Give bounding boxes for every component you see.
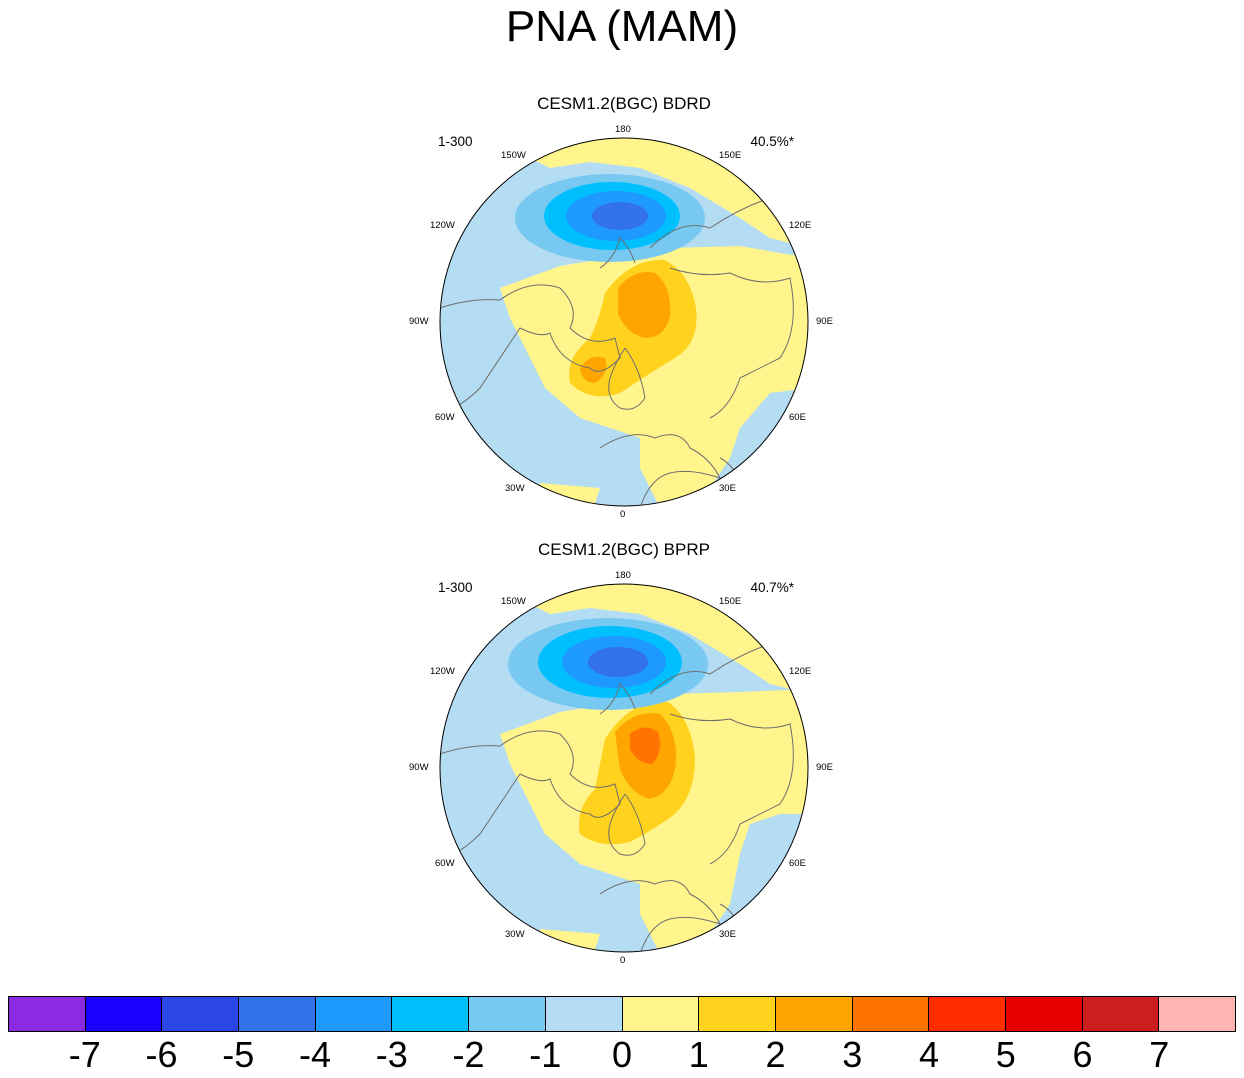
colorbar-tick-label: -7 [68, 1034, 101, 1075]
colorbar-tick-label: 6 [1072, 1034, 1093, 1075]
colorbar-tick-label: 2 [765, 1034, 786, 1075]
variance-label: 40.7%* [750, 580, 794, 595]
map-boundary [439, 137, 809, 507]
coastline-north-america [440, 284, 621, 414]
colorbar-box [775, 997, 853, 1031]
lon-label-150e: 150E [719, 150, 742, 161]
colorbar-box [315, 997, 393, 1031]
lon-label-60w: 60W [435, 858, 455, 869]
coastline-greenland [608, 793, 646, 856]
lon-label-30e: 30E [719, 483, 736, 494]
colorbar-tick-label: -5 [222, 1034, 255, 1075]
lon-label-180: 180 [615, 570, 631, 581]
lon-label-150e: 150E [719, 596, 742, 607]
colorbar-box [1159, 997, 1235, 1031]
lon-label-120w: 120W [430, 666, 455, 677]
lon-label-120e: 120E [789, 220, 812, 231]
map-panel-bdrd: CESM1.2(BGC) BDRD 1-300 40.5%* 180 150W … [400, 94, 840, 520]
colorbar-tick-label: -1 [529, 1034, 562, 1075]
lon-label-30w: 30W [505, 483, 525, 494]
lon-label-120w: 120W [430, 220, 455, 231]
colorbar-tick-label: 4 [918, 1034, 940, 1075]
lon-label-30w: 30W [505, 929, 525, 940]
lon-label-90e: 90E [816, 316, 833, 327]
colorbar-box [392, 997, 470, 1031]
coastline-bering [599, 683, 636, 715]
lon-label-0: 0 [620, 955, 626, 966]
period-label: 1-300 [438, 134, 473, 149]
lon-label-180: 180 [615, 124, 631, 135]
lon-label-60w: 60W [435, 412, 455, 423]
lon-label-60e: 60E [789, 412, 806, 423]
colorbar-tick-label: 3 [842, 1034, 863, 1075]
polar-stereographic-map [439, 583, 809, 953]
lon-label-150w: 150W [501, 596, 526, 607]
positive-anomaly-region-south [540, 929, 600, 952]
colorbar-tick-label: 7 [1149, 1034, 1170, 1075]
figure-title: PNA (MAM) [505, 2, 739, 51]
lon-label-120e: 120E [789, 666, 812, 677]
lon-label-90w: 90W [409, 762, 429, 773]
colorbar-box [852, 997, 930, 1031]
lon-label-90e: 90E [816, 762, 833, 773]
colorbar-box [9, 997, 86, 1031]
lon-label-30e: 30E [719, 929, 736, 940]
variance-label: 40.5%* [750, 134, 794, 149]
colorbar-box [1005, 997, 1083, 1031]
map-panel-bprp: CESM1.2(BGC) BPRP 1-300 40.7%* 180 150W … [400, 540, 840, 966]
positive-anomaly-3 [618, 272, 671, 338]
colorbar-box [1082, 997, 1160, 1031]
colorbar-tick-label: 5 [995, 1034, 1016, 1075]
lon-label-0: 0 [620, 509, 626, 520]
colorbar-box [85, 997, 163, 1031]
positive-anomaly-region-main [500, 246, 808, 506]
map-boundary [439, 583, 809, 953]
colorbar-tick-label: -2 [452, 1034, 485, 1075]
positive-anomaly-region-south [540, 483, 600, 506]
colorbar-box [545, 997, 623, 1031]
colorbar-box [239, 997, 316, 1031]
colorbar-tick-label: -4 [298, 1034, 331, 1075]
coastline-north-america [440, 730, 621, 860]
coastline-greenland [608, 347, 646, 410]
positive-anomaly-4 [630, 727, 660, 764]
lon-label-90w: 90W [409, 316, 429, 327]
colorbar-box [699, 997, 776, 1031]
lon-label-150w: 150W [501, 150, 526, 161]
colorbar-box [622, 997, 700, 1031]
colorbar-tick-label: -3 [375, 1034, 408, 1075]
panel-title: CESM1.2(BGC) BDRD [537, 94, 711, 113]
colorbar-box [162, 997, 240, 1031]
negative-anomaly-5 [588, 647, 648, 677]
panel-title: CESM1.2(BGC) BPRP [538, 540, 710, 559]
colorbar [8, 996, 1236, 1032]
colorbar-tick-label: 1 [688, 1034, 709, 1075]
polar-stereographic-map [439, 137, 809, 507]
colorbar-box [469, 997, 546, 1031]
colorbar-box [929, 997, 1006, 1031]
colorbar-tick-label: 0 [611, 1034, 633, 1075]
coastline-bering [599, 237, 636, 269]
period-label: 1-300 [438, 580, 473, 595]
lon-label-60e: 60E [789, 858, 806, 869]
colorbar-tick-label: -6 [145, 1034, 178, 1075]
negative-anomaly-5 [592, 202, 648, 230]
